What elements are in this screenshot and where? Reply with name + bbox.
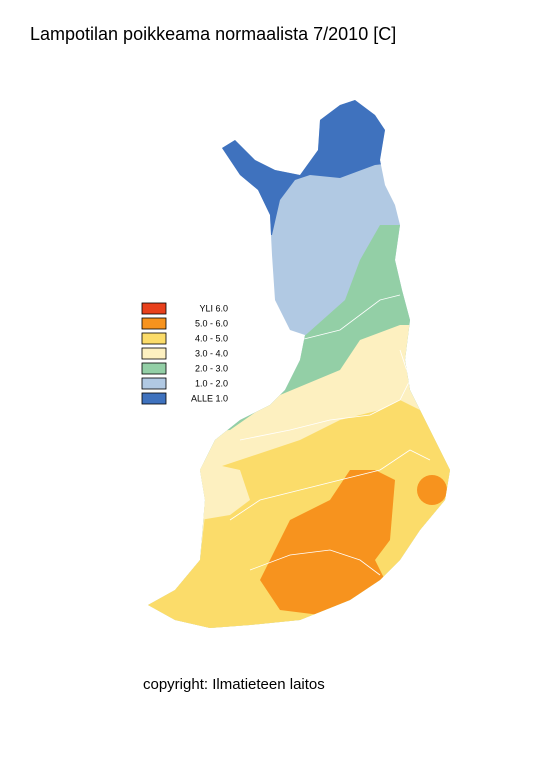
legend-swatch [141, 332, 167, 345]
legend: YLI 6.0 5.0 - 6.0 4.0 - 5.0 3.0 - 4.0 2.0 - … [141, 302, 228, 405]
legend-label: 3.0 - 4.0 [195, 348, 228, 358]
map-title: Lampotilan poikkeama normaalista 7/2010 … [30, 24, 396, 44]
legend-swatch [141, 377, 167, 390]
legend-label: ALLE 1.0 [191, 393, 228, 403]
legend-label: 2.0 - 3.0 [195, 363, 228, 373]
legend-swatch [141, 317, 167, 330]
legend-swatch [141, 362, 167, 375]
legend-swatch [141, 392, 167, 405]
legend-swatch [141, 347, 167, 360]
legend-label: YLI 6.0 [199, 303, 228, 313]
legend-label: 1.0 - 2.0 [195, 378, 228, 388]
legend-label: 5.0 - 6.0 [195, 318, 228, 328]
copyright: copyright: Ilmatieteen laitos [143, 676, 325, 693]
legend-swatch [141, 302, 167, 315]
finland [148, 100, 450, 628]
legend-label: 4.0 - 5.0 [195, 333, 228, 343]
